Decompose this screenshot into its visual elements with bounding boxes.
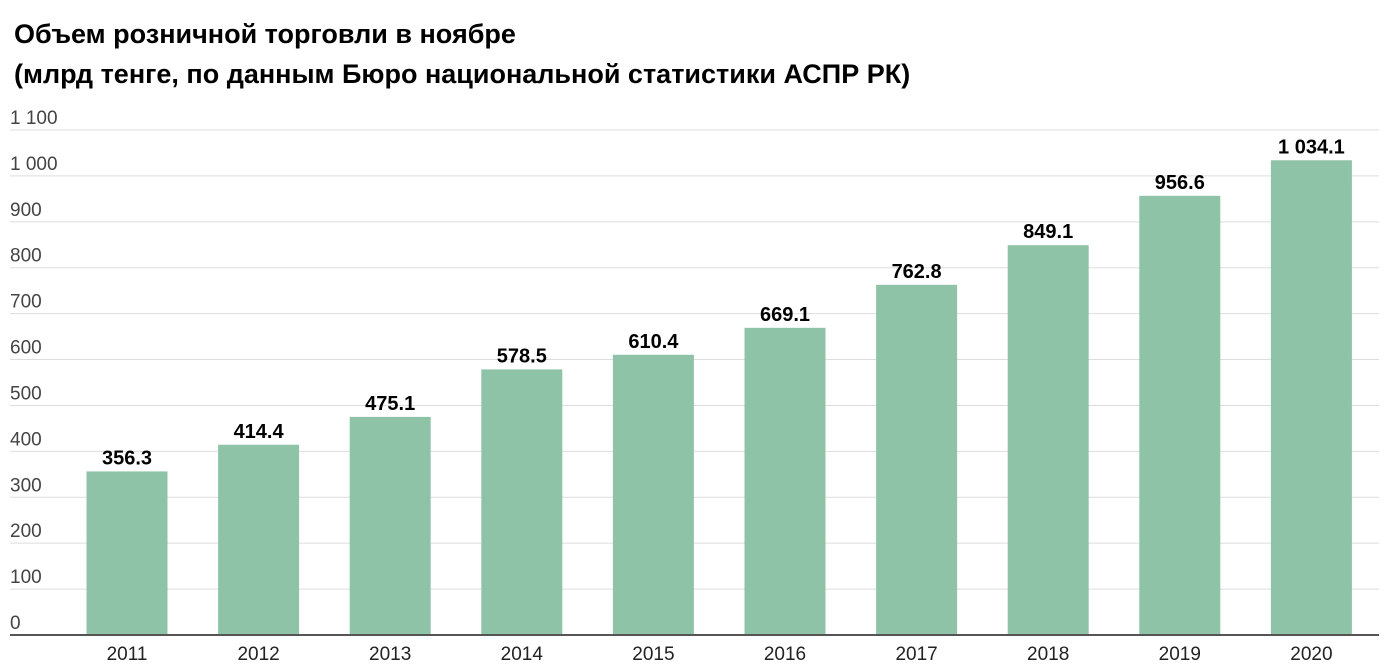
y-tick-label: 600 — [10, 338, 42, 359]
data-label: 475.1 — [365, 393, 415, 415]
y-tick-label: 800 — [10, 246, 42, 267]
data-label: 849.1 — [1023, 221, 1073, 243]
data-label: 956.6 — [1155, 172, 1205, 194]
bar-2017 — [876, 284, 958, 635]
bar-2020 — [1270, 160, 1352, 635]
data-label: 578.5 — [497, 345, 547, 367]
y-tick-label: 400 — [10, 429, 42, 450]
y-tick-label: 100 — [10, 567, 42, 588]
bar-2015 — [612, 354, 694, 635]
data-label: 1 034.1 — [1278, 136, 1345, 158]
bar-2016 — [744, 327, 826, 635]
x-tick-label: 2017 — [895, 644, 937, 665]
data-label: 356.3 — [102, 447, 152, 469]
x-tick-label: 2014 — [501, 644, 544, 665]
x-tick-label: 2012 — [237, 644, 279, 665]
y-tick-label: 0 — [10, 613, 21, 634]
data-label: 762.8 — [892, 261, 942, 283]
x-tick-label: 2013 — [369, 644, 411, 665]
y-tick-label: 900 — [10, 200, 42, 221]
x-tick-label: 2020 — [1290, 644, 1332, 665]
y-tick-label: 500 — [10, 383, 42, 404]
x-tick-label: 2011 — [107, 644, 148, 665]
data-label: 669.1 — [760, 304, 810, 326]
x-tick-label: 2015 — [632, 644, 674, 665]
bar-2011 — [86, 471, 168, 635]
x-tick-label: 2016 — [764, 644, 806, 665]
chart-title-block: Объем розничной торговли в ноябре (млрд … — [14, 14, 910, 94]
y-tick-label: 700 — [10, 292, 42, 313]
y-tick-label: 300 — [10, 475, 42, 496]
y-tick-label: 1 100 — [10, 108, 58, 129]
x-tick-label: 2019 — [1159, 644, 1201, 665]
data-label: 610.4 — [628, 331, 679, 353]
chart-subtitle: (млрд тенге, по данным Бюро национальной… — [14, 59, 911, 89]
bar-2013 — [349, 416, 431, 635]
chart-title: Объем розничной торговли в ноябре — [14, 19, 516, 49]
bar-2019 — [1139, 195, 1221, 636]
data-label: 414.4 — [234, 421, 285, 443]
y-tick-label: 200 — [10, 521, 42, 542]
y-tick-label: 1 000 — [10, 154, 58, 175]
bar-2012 — [218, 444, 300, 635]
bar-2018 — [1007, 245, 1089, 635]
bar-2014 — [481, 369, 563, 635]
x-tick-label: 2018 — [1027, 644, 1069, 665]
